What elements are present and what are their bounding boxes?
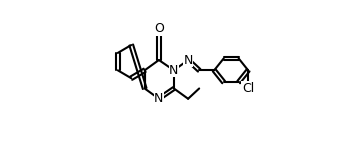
Text: N: N — [184, 54, 193, 67]
Text: O: O — [154, 22, 164, 35]
Text: Cl: Cl — [242, 82, 254, 95]
Text: N: N — [169, 64, 178, 77]
Text: N: N — [154, 92, 164, 105]
